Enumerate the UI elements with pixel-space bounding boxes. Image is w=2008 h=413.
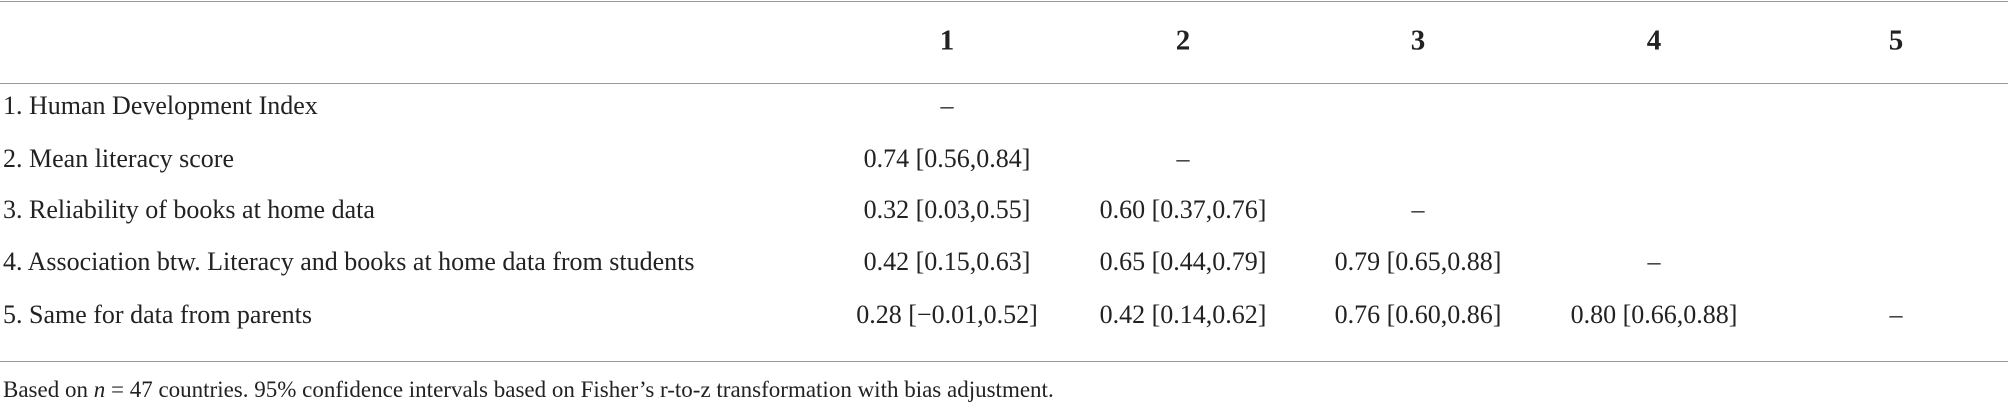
header-rule [0,83,2008,84]
column-header: 3 [1410,24,1426,57]
bottom-rule [0,361,2008,362]
table-cell: 0.32 [0.03,0.55] [863,195,1031,224]
table-cell: – [940,91,954,120]
table-cell: 0.60 [0.37,0.76] [1099,195,1267,224]
table-cell: – [1647,247,1661,276]
column-header: 2 [1175,24,1191,57]
table-cell: 0.42 [0.14,0.62] [1099,300,1267,329]
footnote-text: = 47 countries. 95% confidence intervals… [105,377,1054,402]
footnote-text: Based on [3,377,94,402]
row-label: 5. Same for data from parents [3,300,313,329]
table-cell: – [1176,144,1190,173]
table-cell: 0.74 [0.56,0.84] [863,144,1031,173]
table-cell: 0.65 [0.44,0.79] [1099,247,1267,276]
row-label: 1. Human Development Index [3,91,318,120]
table-cell: – [1411,195,1425,224]
table-cell: – [1889,300,1903,329]
footnote-italic: n [93,377,106,402]
row-label: 4. Association btw. Literacy and books a… [3,247,695,276]
column-header: 5 [1888,24,1904,57]
table-cell: 0.80 [0.66,0.88] [1570,300,1738,329]
table-cell: 0.76 [0.60,0.86] [1334,300,1502,329]
footnote: Based on n = 47 countries. 95% confidenc… [3,377,1054,403]
top-rule [0,1,2008,2]
column-header: 1 [939,24,955,57]
table-cell: 0.79 [0.65,0.88] [1334,247,1502,276]
table-cell: 0.42 [0.15,0.63] [863,247,1031,276]
row-label: 3. Reliability of books at home data [3,195,375,224]
row-label: 2. Mean literacy score [3,144,235,173]
column-header: 4 [1646,24,1662,57]
table-cell: 0.28 [−0.01,0.52] [856,300,1038,329]
